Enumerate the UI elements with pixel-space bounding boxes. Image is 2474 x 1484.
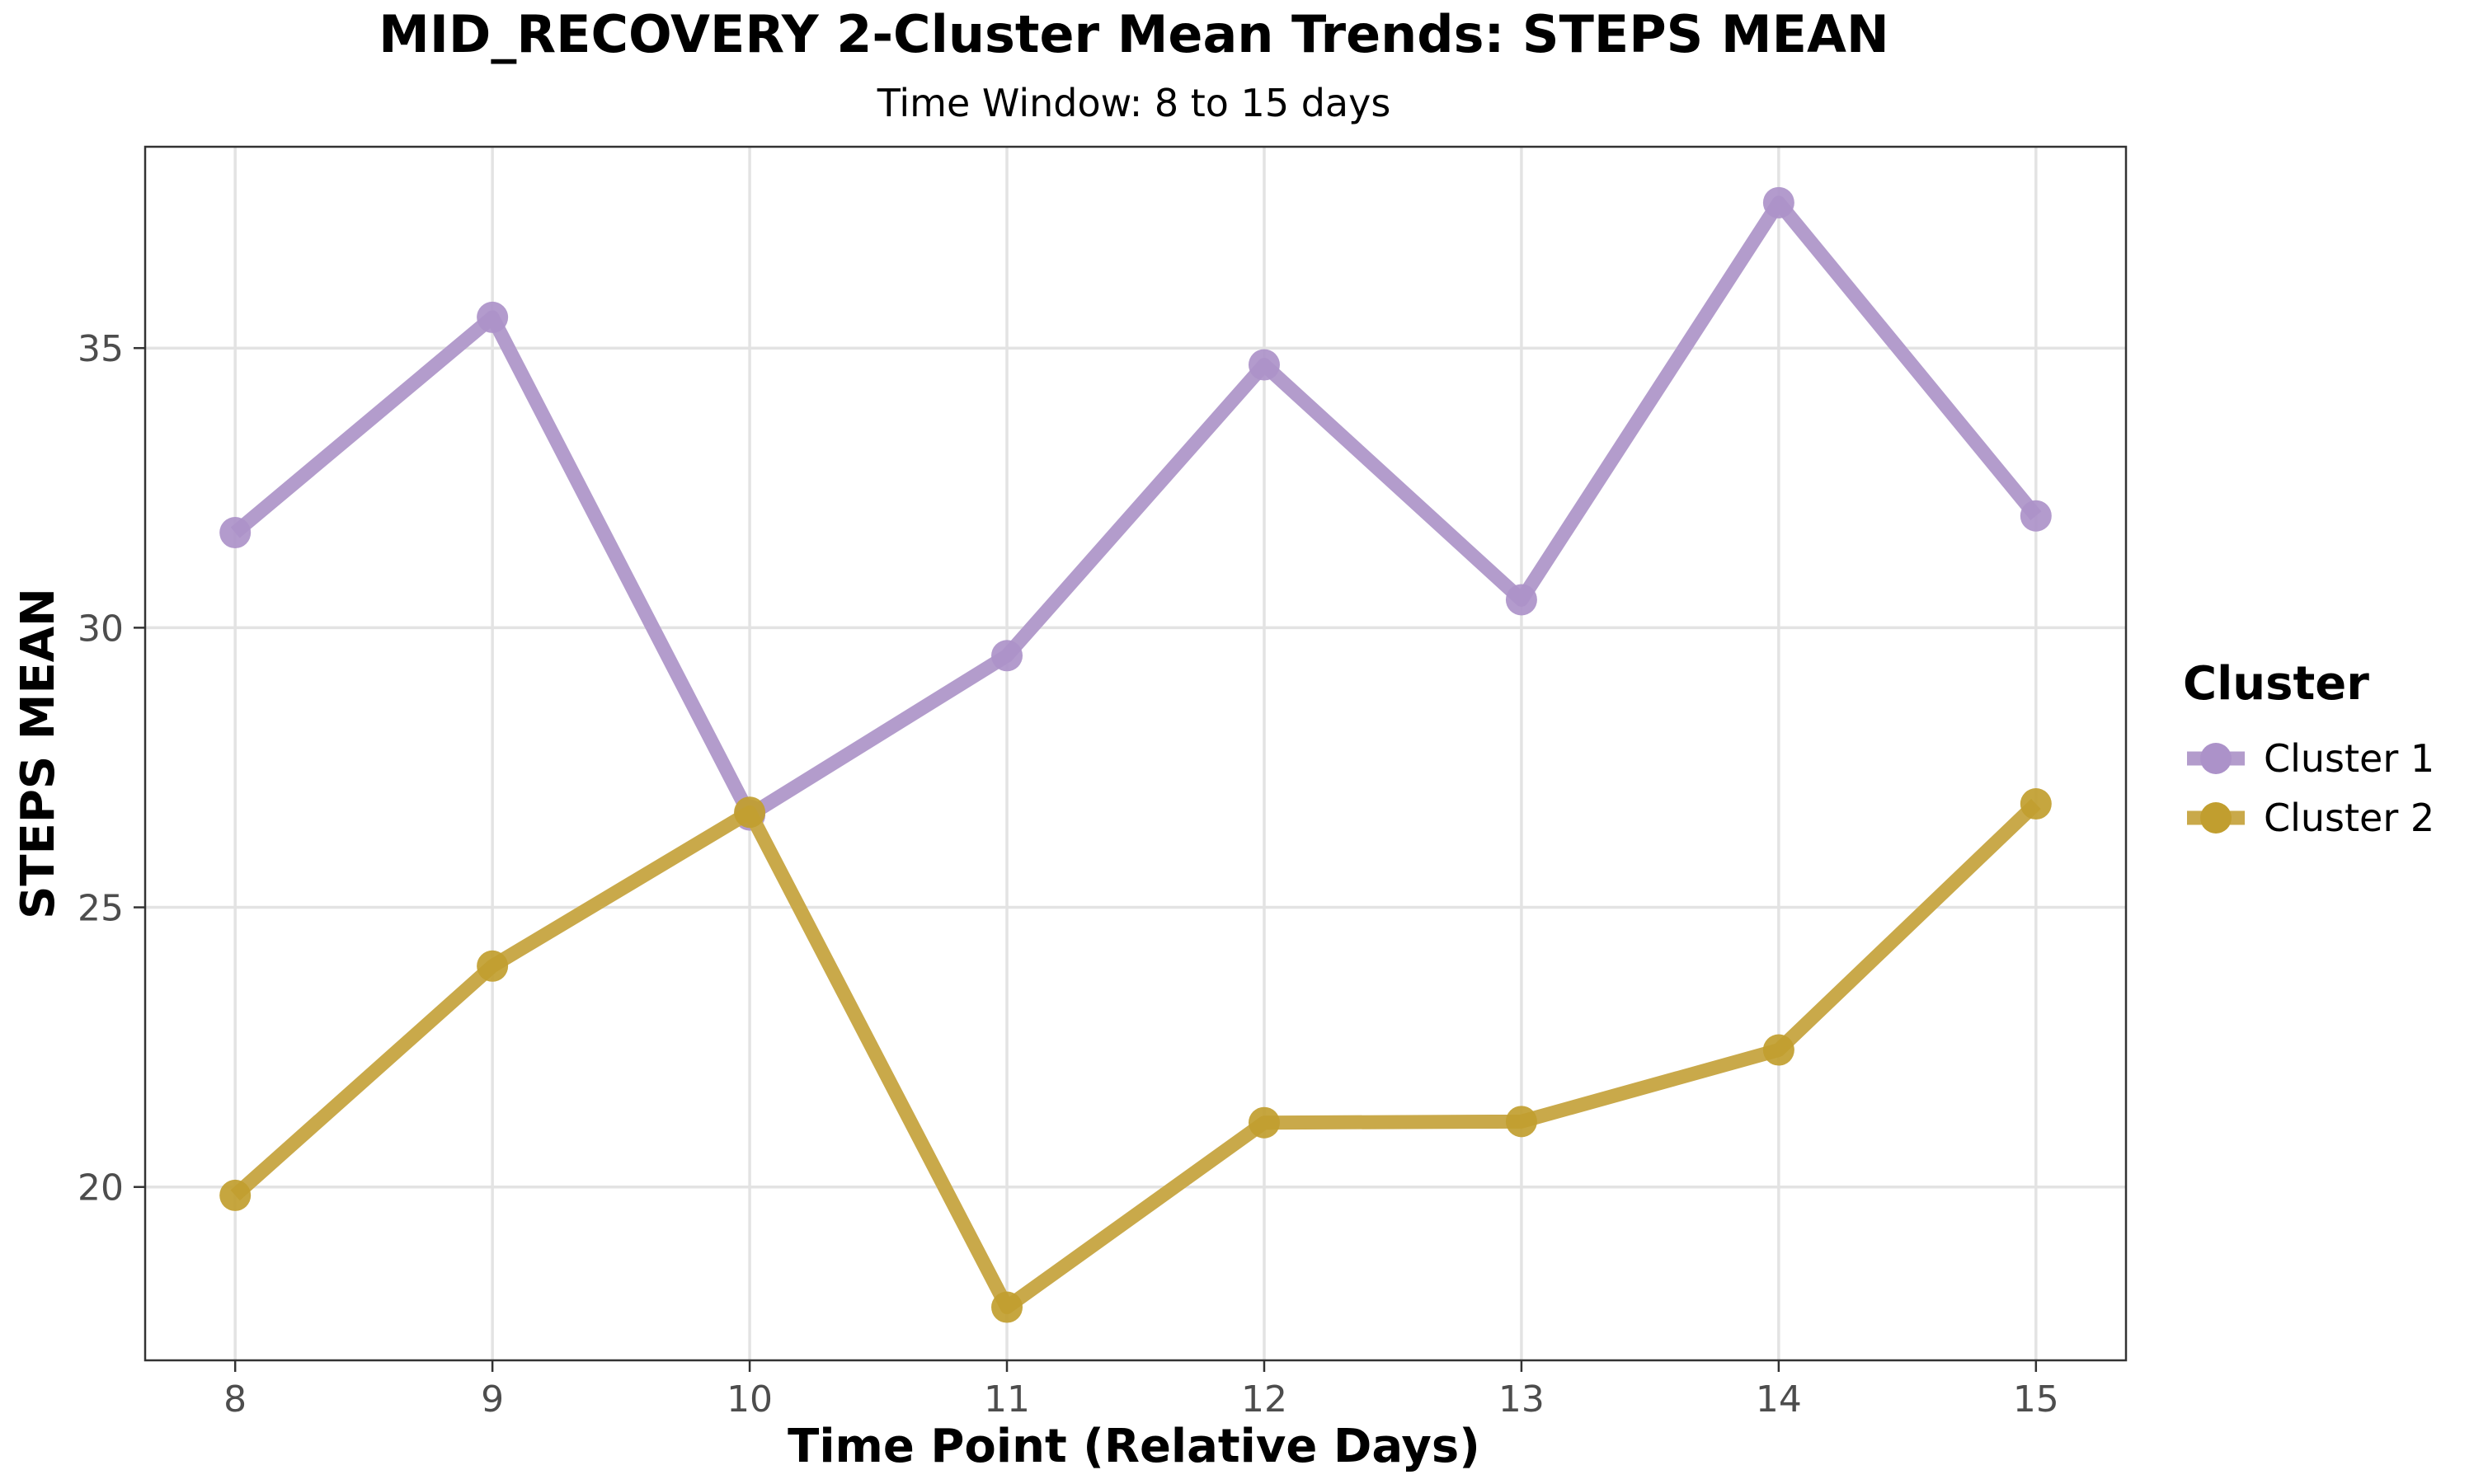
x-tick-label: 15 [2013,1378,2059,1421]
grid [145,147,2126,1360]
data-point [1248,349,1280,381]
legend-swatch-point [2200,802,2232,834]
data-point [2020,788,2052,820]
data-point [2020,500,2052,532]
axes: 8 9 10 11 12 13 14 15 20 25 30 35 [78,328,2059,1421]
data-point [1505,584,1537,616]
x-axis-label: Time Point (Relative Days) [788,1420,1480,1473]
x-tick-label: 8 [223,1378,247,1421]
data-point [991,1291,1023,1323]
data-point [1248,1106,1280,1139]
x-tick-label: 13 [1498,1378,1545,1421]
y-tick-label: 35 [78,328,124,370]
y-tick-label: 25 [78,888,124,930]
y-axis-label: STEPS MEAN [12,588,65,919]
data-point [219,1179,252,1211]
legend-label: Cluster 1 [2264,736,2434,781]
data-point [477,301,509,333]
data-point [1505,1106,1537,1138]
legend: Cluster Cluster 1 Cluster 2 [2183,657,2434,840]
x-tick-label: 14 [1756,1378,1802,1421]
data-point [219,517,252,549]
data-point [734,796,766,829]
series-line [230,195,2042,823]
legend-item: Cluster 1 [2187,736,2434,781]
data-point [991,640,1023,672]
legend-item: Cluster 2 [2187,796,2434,840]
legend-swatch-point [2200,743,2232,774]
plot-panel-border [143,145,2128,1362]
y-tick-label: 20 [78,1167,124,1209]
legend-title: Cluster [2183,657,2369,711]
data-point [1762,1034,1794,1066]
data-point [1762,186,1794,218]
x-tick-label: 10 [727,1378,773,1421]
y-tick-label: 30 [78,608,124,650]
data-point [477,950,509,982]
series-line [230,798,2041,1315]
x-tick-label: 12 [1241,1378,1287,1421]
legend-label: Cluster 2 [2264,796,2434,840]
chart-subtitle: Time Window: 8 to 15 days [877,81,1391,125]
x-tick-label: 9 [481,1378,504,1421]
plot-series [219,186,2052,1323]
x-tick-label: 11 [984,1378,1030,1421]
series-2 [219,788,2052,1323]
chart-title: MID_RECOVERY 2-Cluster Mean Trends: STEP… [379,4,1889,64]
